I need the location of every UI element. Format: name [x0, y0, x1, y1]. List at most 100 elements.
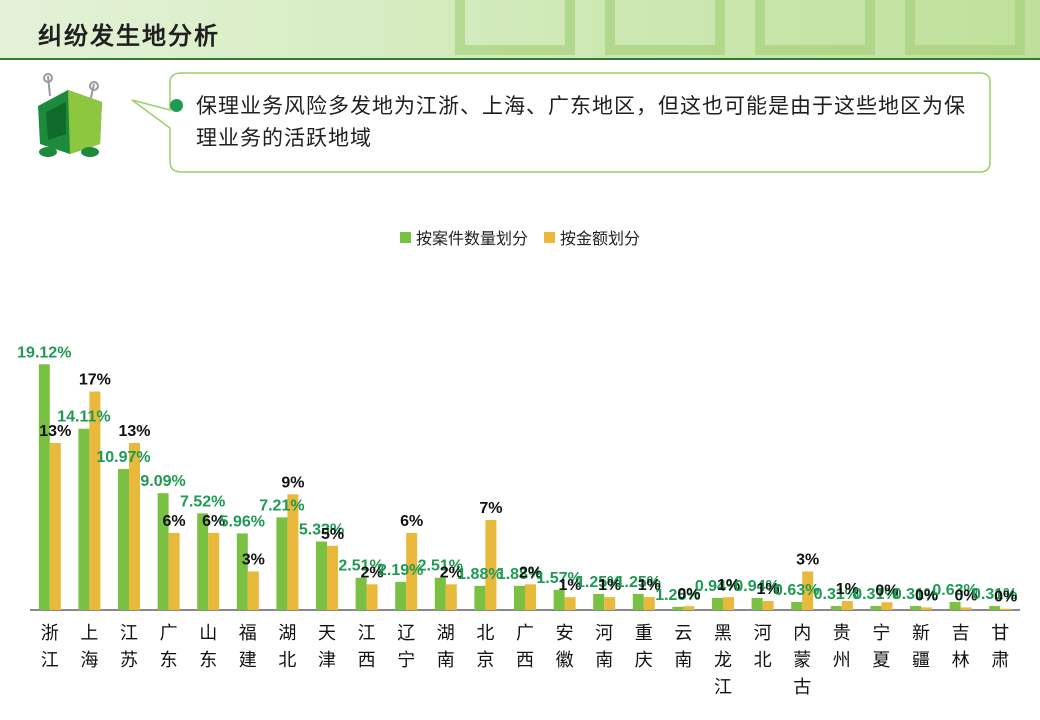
data-label-amount: 6% [163, 513, 186, 530]
x-tick-label: 肃 [991, 650, 1009, 671]
legend-item-amount: 按金额划分 [544, 225, 640, 249]
data-label-count: 5.96% [220, 513, 265, 530]
bar-amount [129, 442, 140, 610]
x-tick-label: 州 [833, 650, 851, 671]
data-label-count: 14.11% [57, 409, 110, 426]
bar-amount [406, 532, 418, 610]
x-tick-label: 吉 [952, 623, 970, 644]
x-tick-label: 云 [674, 623, 692, 644]
bar-count [593, 593, 605, 610]
data-label-count: 1.57% [536, 570, 581, 587]
data-label-amount: 2% [440, 564, 463, 581]
data-label-count: 7.52% [180, 493, 225, 510]
x-tick-label: 广 [160, 623, 178, 644]
x-tick-label: 海 [80, 650, 98, 671]
data-label-amount: 1% [757, 581, 780, 598]
chart-legend: 按案件数量划分 按金额划分 [0, 225, 1040, 249]
x-tick-label: 古 [793, 677, 811, 698]
bar-count [434, 577, 446, 610]
x-tick-label: 河 [595, 623, 613, 644]
x-tick-label: 广 [516, 623, 534, 644]
bar-amount [762, 601, 774, 610]
bar-count [395, 581, 407, 610]
x-tick-label: 辽 [397, 623, 415, 644]
bar-amount [881, 602, 893, 610]
x-tick-label: 西 [516, 650, 534, 671]
bar-amount [921, 607, 932, 610]
data-label-count: 0.31% [972, 586, 1017, 603]
data-label-amount: 6% [202, 513, 225, 530]
title-bar: 纠纷发生地分析 [0, 0, 1040, 60]
bar-count [38, 364, 50, 610]
data-label-amount: 17% [79, 372, 111, 389]
x-tick-label: 津 [318, 650, 336, 671]
data-label-amount: 13% [118, 423, 150, 440]
data-label-count: 0.31% [814, 586, 859, 603]
data-label-count: 0.31% [853, 586, 898, 603]
x-tick-label: 新 [912, 623, 930, 644]
data-label-amount: 0% [994, 589, 1017, 606]
x-tick-label: 北 [754, 650, 772, 671]
x-tick-label: 安 [556, 623, 574, 644]
data-label-amount: 1% [598, 577, 621, 594]
x-tick-label: 南 [674, 650, 692, 671]
legend-label-count: 按案件数量划分 [415, 229, 528, 248]
legend-item-count: 按案件数量划分 [399, 225, 528, 249]
bar-count [118, 469, 129, 610]
legend-label-amount: 按金额划分 [560, 229, 641, 248]
bar-amount [366, 584, 378, 610]
bar-amount [485, 520, 497, 610]
x-tick-label: 江 [358, 623, 376, 644]
bar-count [870, 606, 882, 610]
data-label-count: 0.63% [774, 582, 819, 599]
x-tick-label: 东 [160, 650, 178, 671]
data-label-amount: 1% [836, 581, 859, 598]
x-tick-label: 重 [635, 623, 653, 644]
x-tick-label: 黑 [714, 623, 732, 644]
x-tick-label: 浙 [41, 623, 59, 644]
x-tick-label: 庆 [635, 650, 653, 671]
bar-count [355, 577, 367, 610]
bar-count [78, 428, 90, 610]
data-label-amount: 0% [677, 586, 700, 603]
x-tick-label: 福 [239, 623, 257, 644]
data-label-count: 0.31% [893, 586, 938, 603]
x-tick-label: 南 [595, 650, 613, 671]
legend-swatch-amount [544, 231, 555, 243]
bar-amount [327, 545, 338, 610]
bar-count [791, 601, 803, 610]
x-tick-label: 北 [278, 650, 296, 671]
x-tick-label: 夏 [872, 650, 890, 671]
bar-amount [841, 601, 853, 610]
data-label-count: 1.25% [576, 574, 621, 591]
x-tick-label: 林 [952, 650, 970, 671]
x-tick-label: 徽 [556, 650, 574, 671]
x-tick-label: 湖 [278, 623, 296, 644]
data-label-count: 5.33% [299, 522, 344, 539]
bar-count [751, 597, 763, 610]
x-tick-label: 京 [476, 650, 494, 671]
bullet-dot [170, 99, 183, 112]
bar-count [712, 597, 723, 610]
bar-amount [683, 606, 695, 610]
x-tick-label: 宁 [397, 650, 415, 671]
x-tick-label: 内 [793, 623, 811, 644]
bar-amount [525, 584, 536, 610]
bar-count [157, 493, 169, 610]
data-label-amount: 13% [39, 423, 71, 440]
bar-amount [960, 607, 972, 610]
mascot-icon [38, 73, 102, 157]
data-label-amount: 0% [875, 582, 898, 599]
bar-amount [802, 571, 814, 610]
bar-amount [247, 571, 259, 610]
data-label-amount: 1% [717, 577, 740, 594]
bar-count [236, 533, 248, 610]
data-label-count: 0.63% [932, 582, 977, 599]
bar-count [474, 585, 486, 610]
bar-amount [643, 597, 655, 610]
x-tick-label: 宁 [872, 623, 890, 644]
bar-count [989, 606, 1001, 610]
data-label-amount: 9% [281, 474, 304, 491]
bar-count [949, 601, 961, 610]
